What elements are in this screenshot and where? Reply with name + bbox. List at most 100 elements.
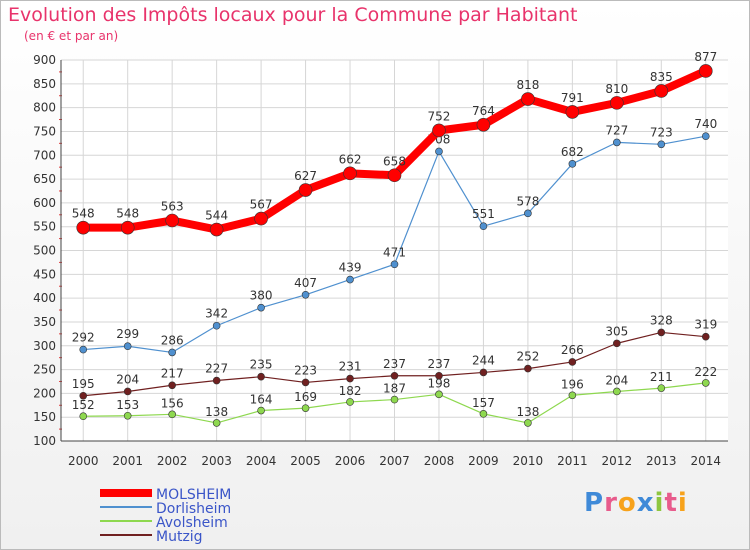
data-label-mutzig: 252 — [516, 350, 539, 364]
data-point-mutzig — [435, 371, 443, 380]
data-label-molsheim: 548 — [72, 207, 95, 221]
data-label-dorlisheim: 578 — [516, 194, 539, 208]
data-point-dorlisheim — [257, 303, 265, 312]
data-label-avolsheim: 156 — [161, 396, 184, 410]
data-label-molsheim: 835 — [650, 70, 673, 84]
y-tick-label: 100 — [33, 434, 56, 448]
data-label-avolsheim: 187 — [383, 382, 406, 396]
data-label-dorlisheim: 342 — [205, 307, 228, 321]
data-point-dorlisheim — [390, 260, 399, 269]
y-tick-label: 750 — [33, 124, 56, 138]
data-point-molsheim — [521, 92, 535, 106]
data-label-molsheim: 791 — [561, 91, 584, 105]
y-tick-label: 800 — [33, 101, 56, 115]
data-point-molsheim — [610, 96, 624, 110]
data-label-molsheim: 764 — [472, 104, 495, 118]
y-tick-label: 700 — [33, 148, 56, 162]
data-point-mutzig — [212, 376, 221, 385]
data-label-mutzig: 244 — [472, 353, 495, 367]
data-point-mutzig — [479, 368, 488, 377]
data-point-dorlisheim — [701, 132, 710, 140]
data-label-dorlisheim: 299 — [116, 327, 139, 341]
data-point-molsheim — [120, 220, 135, 235]
y-tick-label: 250 — [33, 363, 56, 377]
data-point-molsheim — [76, 220, 91, 235]
data-point-avolsheim — [123, 411, 132, 420]
data-point-molsheim — [298, 183, 313, 197]
y-tick-label: 300 — [33, 339, 56, 353]
data-label-avolsheim: 198 — [428, 376, 451, 390]
data-point-avolsheim — [568, 391, 577, 400]
y-tick-label: 650 — [33, 172, 56, 186]
data-label-mutzig: 328 — [650, 313, 673, 327]
data-point-mutzig — [613, 339, 621, 348]
chart-title: Evolution des Impôts locaux pour la Comm… — [8, 4, 578, 26]
proxiti-logo: Proxiti — [584, 488, 688, 518]
data-point-mutzig — [301, 378, 310, 387]
y-tick-label: 550 — [33, 220, 56, 234]
data-label-mutzig: 266 — [561, 343, 584, 357]
data-label-avolsheim: 222 — [694, 365, 717, 379]
data-point-avolsheim — [346, 398, 354, 406]
data-label-mutzig: 237 — [383, 357, 406, 371]
data-point-avolsheim — [257, 406, 265, 415]
data-point-dorlisheim — [168, 348, 176, 357]
x-tick-label: 2002 — [157, 454, 188, 468]
x-tick-label: 2013 — [646, 454, 677, 468]
y-tick-label: 600 — [33, 196, 56, 210]
data-point-mutzig — [79, 391, 88, 400]
data-label-molsheim: 662 — [339, 152, 362, 166]
x-tick-label: 2012 — [602, 454, 633, 468]
data-point-dorlisheim — [346, 275, 354, 284]
y-tick-label: 150 — [33, 410, 56, 424]
legend-label: Dorlisheim — [156, 501, 231, 517]
data-point-mutzig — [168, 381, 176, 390]
data-point-avolsheim — [301, 404, 310, 412]
data-point-avolsheim — [701, 379, 710, 387]
data-point-molsheim — [698, 64, 713, 78]
data-point-molsheim — [476, 117, 491, 132]
x-tick-label: 2011 — [557, 454, 588, 468]
data-point-mutzig — [568, 358, 577, 366]
data-label-avolsheim: 196 — [561, 377, 584, 391]
data-point-avolsheim — [79, 412, 88, 421]
data-point-molsheim — [165, 213, 179, 228]
data-label-avolsheim: 138 — [205, 405, 228, 419]
data-point-molsheim — [343, 166, 357, 181]
data-point-dorlisheim — [568, 160, 577, 168]
x-tick-label: 2014 — [690, 454, 721, 468]
x-tick-label: 2006 — [335, 454, 366, 468]
data-label-dorlisheim: 471 — [383, 245, 406, 259]
data-label-molsheim: 658 — [383, 154, 406, 168]
data-label-avolsheim: 211 — [650, 370, 673, 384]
data-point-molsheim — [565, 105, 580, 119]
data-point-mutzig — [524, 364, 532, 373]
data-label-molsheim: 563 — [161, 199, 184, 213]
data-point-dorlisheim — [613, 138, 621, 147]
x-tick-label: 2003 — [201, 454, 232, 468]
data-label-dorlisheim: 380 — [250, 289, 273, 303]
data-label-dorlisheim: 682 — [561, 145, 584, 159]
data-label-mutzig: 195 — [72, 377, 95, 391]
y-tick-label: 350 — [33, 315, 56, 329]
chart-subtitle: (en € et par an) — [24, 29, 119, 43]
data-label-mutzig: 217 — [161, 366, 184, 380]
data-point-molsheim — [654, 84, 669, 98]
y-tick-label: 500 — [33, 244, 56, 258]
data-point-mutzig — [257, 372, 265, 381]
data-label-dorlisheim: 551 — [472, 207, 495, 221]
data-point-molsheim — [387, 168, 402, 183]
legend-label: Mutzig — [156, 529, 203, 545]
data-point-avolsheim — [657, 384, 666, 392]
x-tick-label: 2001 — [112, 454, 143, 468]
data-point-mutzig — [390, 371, 399, 380]
data-point-avolsheim — [390, 395, 399, 404]
y-tick-label: 200 — [33, 386, 56, 400]
data-label-avolsheim: 169 — [294, 390, 317, 404]
data-label-dorlisheim: 292 — [72, 331, 95, 345]
data-label-dorlisheim: 727 — [605, 123, 628, 137]
data-point-mutzig — [701, 332, 710, 341]
data-label-mutzig: 204 — [116, 372, 139, 386]
x-tick-label: 2009 — [468, 454, 499, 468]
data-label-mutzig: 319 — [694, 318, 717, 332]
